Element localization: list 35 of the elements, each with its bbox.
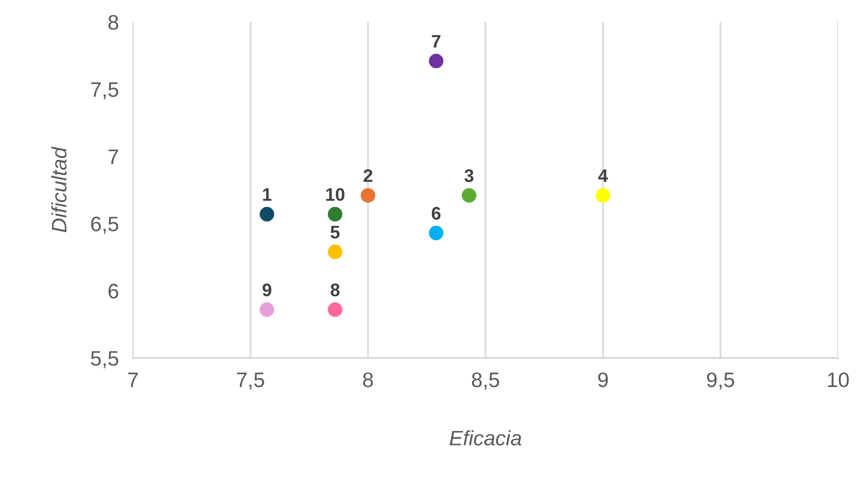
y-tick-label: 7,5 (91, 82, 118, 100)
x-axis-title: Eficacia (450, 430, 522, 446)
series-label: 2 (364, 169, 372, 182)
y-tick-label: 7 (108, 150, 118, 164)
x-tick-label: 9,5 (706, 372, 734, 390)
point (596, 188, 610, 203)
x-tick-label: 7 (128, 372, 138, 387)
point (260, 302, 274, 317)
series-label: 7 (432, 35, 440, 48)
y-axis-title: Dificultad (51, 146, 67, 232)
y-tick-label: 5,5 (90, 351, 118, 368)
x-tick-label: 10 (828, 372, 849, 388)
point (328, 244, 342, 260)
series-label: 4 (598, 169, 608, 182)
point (260, 206, 274, 222)
point (462, 188, 476, 203)
series-label: 8 (330, 284, 340, 296)
series-label: 10 (326, 188, 344, 201)
series-label: 9 (262, 284, 272, 296)
series-label: 6 (432, 206, 441, 220)
series-label: 3 (464, 169, 474, 182)
x-tick-label: 8 (363, 372, 373, 388)
point (328, 302, 342, 317)
y-tick-label: 6 (108, 284, 118, 299)
point (428, 226, 444, 240)
point (328, 206, 342, 222)
series-label: 1 (263, 188, 272, 201)
point (428, 54, 444, 68)
series-label: 5 (330, 226, 340, 239)
x-tick-label: 8,5 (472, 372, 500, 390)
y-tick-label: 8 (108, 15, 118, 30)
x-tick-label: 7,5 (237, 372, 264, 390)
x-tick-label: 9 (598, 372, 608, 388)
point (360, 188, 376, 203)
y-tick-label: 6,5 (91, 216, 118, 234)
